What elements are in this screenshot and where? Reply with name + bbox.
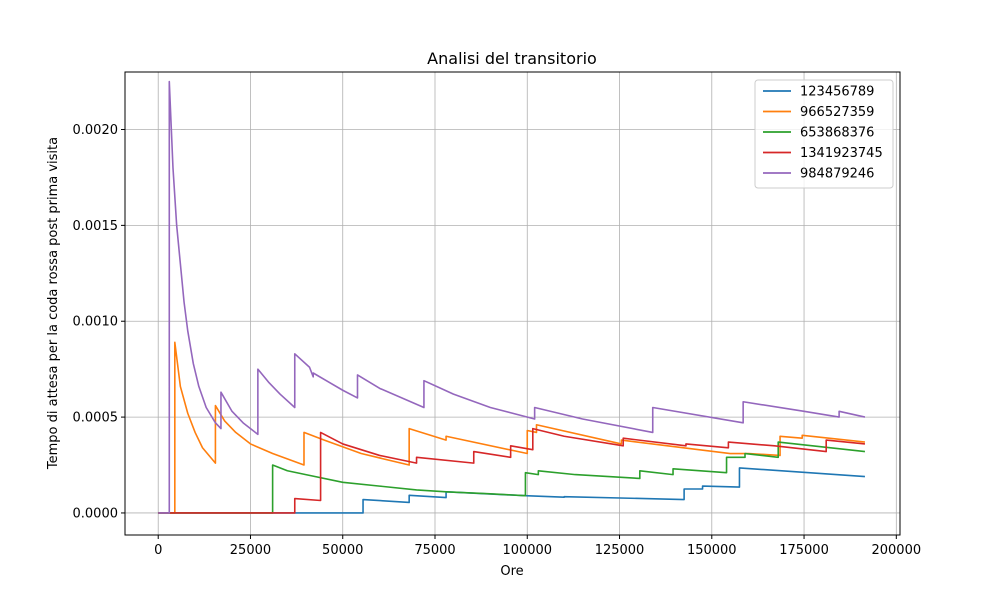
x-tick-label: 125000	[595, 543, 645, 558]
x-tick-label: 100000	[502, 543, 552, 558]
legend-box	[754, 79, 894, 189]
plot-frame	[124, 71, 901, 536]
x-tick-label: 75000	[414, 543, 455, 558]
legend-label: 123456789	[800, 85, 874, 100]
x-axis-ticks: 0 25000 50000 75000 100000 125000 150000 175000…	[154, 535, 921, 558]
y-tick-label: 0.0010	[73, 315, 119, 330]
legend: 123456789 966527359 653868376 1341923745 984…	[754, 79, 894, 189]
series-line-123456789	[158, 467, 865, 514]
legend-label: 1341923745	[800, 146, 883, 161]
chart-title: Analisi del transitorio	[427, 49, 597, 68]
y-tick-label: 0.0000	[73, 506, 119, 521]
legend-label: 984879246	[800, 167, 874, 182]
series-line-984879246	[158, 80, 866, 514]
y-tick-label: 0.0015	[73, 219, 119, 234]
series-line-966527359	[158, 341, 866, 514]
x-tick-label: 150000	[687, 543, 737, 558]
series-line-1341923745	[158, 427, 866, 514]
series-layer	[158, 80, 866, 514]
x-axis-label: Ore	[500, 564, 523, 579]
x-tick-label: 50000	[322, 543, 363, 558]
y-tick-label: 0.0005	[73, 411, 119, 426]
y-axis-label: Tempo di attesa per la coda rossa post p…	[46, 137, 61, 470]
y-tick-label: 0.0020	[73, 123, 119, 138]
y-axis-ticks: 0.0000 0.0005 0.0010 0.0015 0.0020	[73, 123, 125, 521]
legend-label: 653868376	[800, 126, 874, 141]
x-tick-label: 0	[154, 543, 162, 558]
legend-label: 966527359	[800, 105, 874, 120]
x-tick-label: 200000	[871, 543, 921, 558]
x-tick-label: 25000	[230, 543, 271, 558]
x-tick-label: 175000	[779, 543, 829, 558]
series-line-653868376	[158, 441, 866, 514]
